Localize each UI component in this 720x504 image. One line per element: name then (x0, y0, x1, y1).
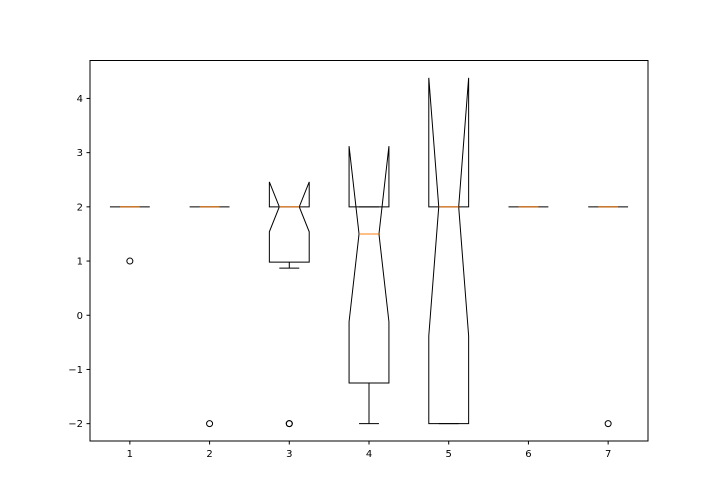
x-tick-label: 6 (525, 449, 531, 460)
y-tick-label: −1 (68, 365, 83, 376)
box-2 (189, 206, 230, 428)
y-tick-label: 3 (77, 148, 83, 159)
box-body (428, 77, 470, 425)
x-tick-label: 4 (366, 449, 372, 460)
x-tick-label: 2 (206, 449, 212, 460)
box-body (348, 146, 390, 384)
x-tick-label: 7 (605, 449, 611, 460)
box-3 (268, 181, 310, 428)
y-tick-label: −2 (68, 419, 83, 430)
box-5 (428, 77, 470, 425)
y-tick-label: 0 (77, 311, 83, 322)
plot-layer (109, 77, 629, 428)
x-tick-label: 1 (127, 449, 133, 460)
tick-layer: 1 2 3 4 5 6 7 −2 −1 0 1 2 3 4 (68, 94, 611, 460)
box-body (268, 181, 310, 263)
box-4 (348, 146, 390, 425)
x-tick-label: 3 (286, 449, 292, 460)
box-7 (588, 206, 629, 428)
x-tick-label: 5 (446, 449, 452, 460)
flier-point (604, 420, 612, 428)
flier-point (126, 257, 134, 265)
flier-point (206, 420, 214, 428)
y-tick-label: 2 (77, 202, 83, 213)
flier-point (285, 420, 293, 428)
y-tick-label: 4 (77, 94, 83, 105)
y-tick-label: 1 (77, 257, 83, 268)
box-1 (109, 206, 150, 265)
